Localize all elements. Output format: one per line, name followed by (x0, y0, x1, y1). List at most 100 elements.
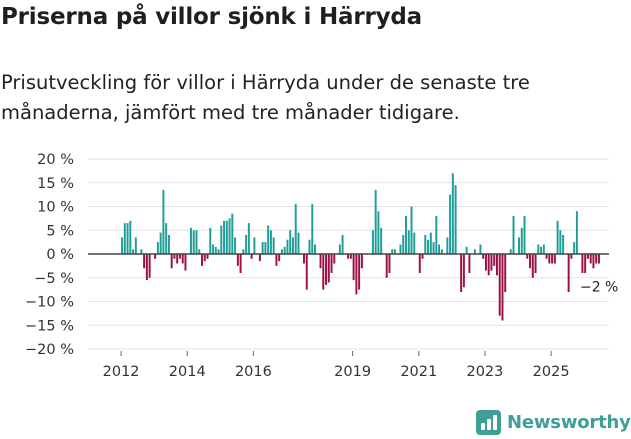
bar (289, 230, 292, 254)
bar (589, 254, 592, 264)
brand-logo[interactable]: Newsworthy (476, 408, 631, 436)
bar (540, 246, 543, 254)
bar (402, 235, 405, 254)
bar (597, 254, 600, 264)
bar (165, 223, 168, 254)
bar (176, 254, 179, 264)
bar (322, 254, 325, 290)
bar (264, 242, 267, 254)
bar (341, 235, 344, 254)
bar (223, 220, 226, 254)
bar (347, 254, 350, 259)
bar (393, 249, 396, 254)
bar (592, 254, 595, 269)
bar (349, 254, 352, 259)
bar (440, 249, 443, 254)
bar (148, 254, 151, 278)
bar (184, 254, 187, 271)
bar (531, 254, 534, 278)
bar (581, 254, 584, 273)
bar (247, 223, 250, 254)
bar (542, 244, 545, 254)
bar (214, 246, 217, 254)
bar (435, 216, 438, 254)
bar (410, 206, 413, 254)
bar (451, 173, 454, 254)
bar (570, 254, 573, 259)
y-tick-label: −15 % (25, 318, 74, 334)
bar (360, 254, 363, 269)
bar (460, 254, 463, 292)
bar (283, 246, 286, 254)
y-tick-label: 15 % (37, 176, 74, 192)
bar (454, 185, 457, 254)
bar (551, 254, 554, 264)
bar (523, 216, 526, 254)
chart-title: Priserna på villor sjönk i Härryda (1, 4, 422, 30)
y-tick-label: 0 % (46, 247, 74, 263)
bar (553, 254, 556, 264)
bar (559, 230, 562, 254)
y-tick-label: 10 % (37, 200, 74, 216)
bar (212, 244, 215, 254)
bar (305, 254, 308, 290)
bar (162, 189, 165, 254)
bar (377, 211, 380, 254)
bar (143, 254, 146, 269)
bar (217, 249, 220, 254)
bar (529, 254, 532, 269)
bar (225, 220, 228, 254)
bar (275, 254, 278, 266)
bar (267, 225, 270, 254)
y-tick-label: −5 % (34, 271, 74, 287)
bar (195, 230, 198, 254)
bar (236, 254, 239, 266)
brand-name: Newsworthy (507, 411, 631, 433)
bar (512, 216, 515, 254)
bar (134, 237, 137, 254)
bar (421, 254, 424, 259)
bar (173, 254, 176, 259)
bar (498, 254, 501, 316)
bar (473, 249, 476, 254)
bar (449, 194, 452, 254)
bar (291, 237, 294, 254)
bar (575, 211, 578, 254)
bar (178, 254, 181, 259)
bar (209, 227, 212, 254)
bar (548, 254, 551, 264)
bar (391, 249, 394, 254)
bar (278, 254, 281, 262)
bar (181, 254, 184, 264)
x-tick-label: 2012 (103, 364, 140, 380)
bar (545, 254, 548, 259)
bar (495, 254, 498, 276)
bar (493, 254, 496, 266)
bar (156, 242, 159, 254)
bar (167, 235, 170, 254)
bar (418, 254, 421, 273)
bar (520, 227, 523, 254)
x-tick-label: 2023 (466, 364, 503, 380)
bar (319, 254, 322, 269)
bar (490, 254, 493, 271)
bar (201, 254, 203, 266)
bar (140, 249, 143, 254)
bar (170, 254, 173, 269)
bar (407, 230, 410, 254)
bar (399, 244, 402, 254)
bar (482, 254, 485, 259)
bar (330, 254, 333, 273)
bar (446, 237, 449, 254)
bar (405, 216, 407, 254)
bar (303, 254, 305, 264)
annotations: −2 % (580, 280, 618, 296)
y-tick-label: −10 % (25, 295, 74, 311)
bar (126, 223, 129, 254)
bar (584, 254, 587, 273)
bar (250, 254, 253, 259)
bar (413, 232, 416, 254)
bar (573, 242, 576, 254)
bar (355, 254, 358, 295)
x-axis-labels: 2012 2014 2016 2019 2021 2023 2025 (103, 351, 570, 380)
